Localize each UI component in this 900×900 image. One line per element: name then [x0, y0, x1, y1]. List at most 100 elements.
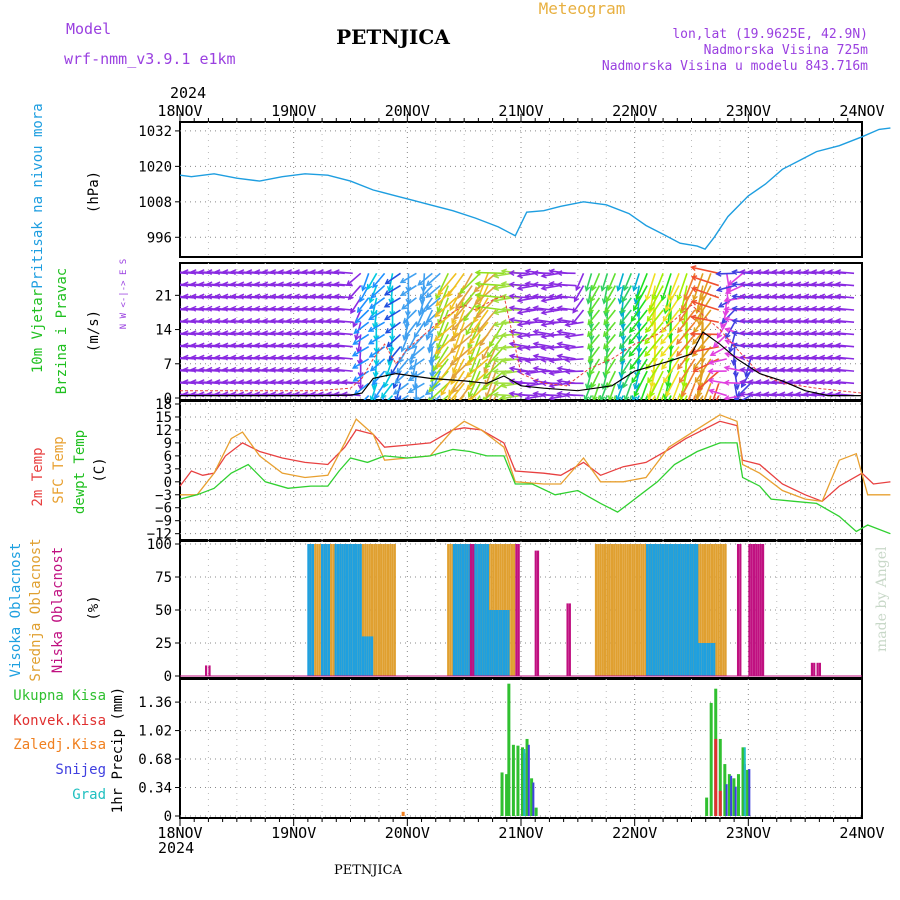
temp-y-tick-label: −6	[155, 501, 172, 517]
wind-arrowhead	[449, 359, 456, 366]
wind-arrow	[613, 395, 617, 400]
wind-arrowhead	[755, 342, 762, 349]
wind-arrowhead	[556, 341, 563, 348]
wind-arrow	[475, 271, 504, 275]
low-cloud-bar	[472, 544, 475, 676]
wind-arrowhead	[369, 395, 376, 400]
wind-arrowhead	[618, 343, 625, 350]
wind-arrowhead	[697, 381, 704, 389]
sfc-line	[180, 414, 891, 503]
wind-arrowhead	[237, 379, 245, 386]
mid-cloud-bar	[656, 544, 659, 676]
wind-arrowhead	[333, 342, 340, 349]
wind-arrowhead	[743, 371, 750, 378]
wind-arrowhead	[253, 317, 261, 324]
high-cloud-bar	[484, 544, 487, 676]
wind-arrowhead	[333, 366, 340, 373]
wind-arrowhead	[182, 293, 189, 300]
wind-arrowhead	[277, 342, 284, 349]
wind-arrowhead	[755, 379, 762, 386]
high-cloud-bar	[473, 544, 476, 676]
mid-cloud-bar	[708, 544, 711, 676]
wind-arrowhead	[532, 317, 539, 324]
wind-arrowhead	[467, 342, 473, 350]
temp-y-tick-label: 15	[155, 410, 172, 426]
wind-arrowhead	[810, 330, 818, 337]
wind-arrowhead	[747, 317, 754, 324]
wind-arrowhead	[681, 381, 688, 389]
precip-y-tick-label: 0.68	[138, 752, 172, 768]
station-title: PETNJICA	[336, 25, 450, 49]
wind-arrow	[363, 394, 370, 400]
wind-arrowhead	[802, 269, 810, 276]
wind-arrowhead	[692, 338, 698, 345]
wind-arrowhead	[386, 359, 393, 366]
wind-arrowhead	[414, 409, 419, 413]
wind-arrow	[589, 285, 601, 302]
wind-arrowhead	[253, 281, 261, 288]
wind-arrowhead	[467, 391, 474, 399]
wind-arrowhead	[747, 391, 754, 398]
wind-arrowhead	[548, 344, 555, 351]
x-axis: 18NOV 18NOV 19NOV 19NOV 20NOV 20NOV 21NOV 21NOV…	[157, 102, 884, 842]
wind-arrow	[334, 270, 353, 275]
mid-cloud-bar	[391, 544, 394, 676]
wind-arrowhead	[661, 363, 667, 371]
wind-arrow	[353, 321, 370, 334]
wind-arrowhead	[214, 305, 221, 312]
wind-arrowhead	[532, 305, 539, 312]
wind-arrow	[549, 358, 568, 362]
wind-arrowhead	[237, 281, 245, 288]
mid-cloud-bar	[613, 544, 616, 676]
total-precip-bar	[516, 745, 520, 816]
lonlat: lon,lat (19.9625E, 42.9N)	[672, 27, 868, 42]
wind-arrow	[533, 330, 552, 336]
wind-arrowhead	[317, 281, 324, 288]
wind-arrow	[410, 346, 425, 359]
mid-cloud-bar	[447, 544, 450, 676]
wind-arrowhead	[309, 305, 316, 312]
wind-arrowhead	[692, 294, 698, 302]
wind-arrowhead	[633, 305, 639, 312]
wind-arrow	[587, 333, 601, 349]
wind-arrow	[372, 272, 386, 288]
wind-arrowhead	[604, 347, 611, 354]
wind-arrowhead	[532, 353, 539, 360]
wind-arrow	[592, 383, 601, 400]
low-cloud-bar	[736, 544, 740, 676]
wind-arrow	[692, 273, 704, 301]
wind-arrowhead	[221, 269, 229, 276]
wind-arrowhead	[723, 379, 730, 386]
wind-arrow	[709, 389, 727, 397]
wind-arrowhead	[261, 281, 269, 288]
wind-arrowhead	[636, 335, 643, 342]
wind-arrowhead	[237, 366, 245, 373]
wind-arrowhead	[198, 269, 205, 276]
wind-arrow	[334, 368, 353, 372]
high-cloud-bar	[368, 636, 371, 676]
wind-arrowhead	[834, 317, 841, 324]
wind-arrow	[681, 370, 696, 397]
wind-arrowhead	[755, 366, 762, 373]
wind-arrowhead	[665, 305, 671, 312]
wind-arrowhead	[190, 366, 197, 373]
x-tick-label-top: 21NOV	[498, 102, 543, 120]
wind-arrowhead	[660, 338, 666, 345]
wind-arrowhead	[740, 381, 747, 389]
mid-cloud-bar	[685, 544, 689, 676]
mid-cloud-bar	[608, 544, 611, 676]
wind-arrowhead	[605, 369, 611, 376]
wind-arrowhead	[556, 293, 563, 300]
wind-arrowhead	[214, 330, 221, 337]
wind-arrowhead	[556, 329, 563, 336]
wind-arrowhead	[368, 297, 375, 304]
mid-cloud-bar	[316, 544, 319, 676]
wind-arrow	[353, 333, 370, 345]
wind-arrowhead	[309, 330, 316, 337]
wind-arrowhead	[516, 333, 523, 340]
wind-arrowhead	[644, 338, 651, 345]
wind-arrowhead	[440, 389, 447, 397]
wind-arrowhead	[532, 293, 539, 300]
wind-arrowhead	[516, 391, 523, 398]
wind-arrowhead	[453, 314, 459, 321]
